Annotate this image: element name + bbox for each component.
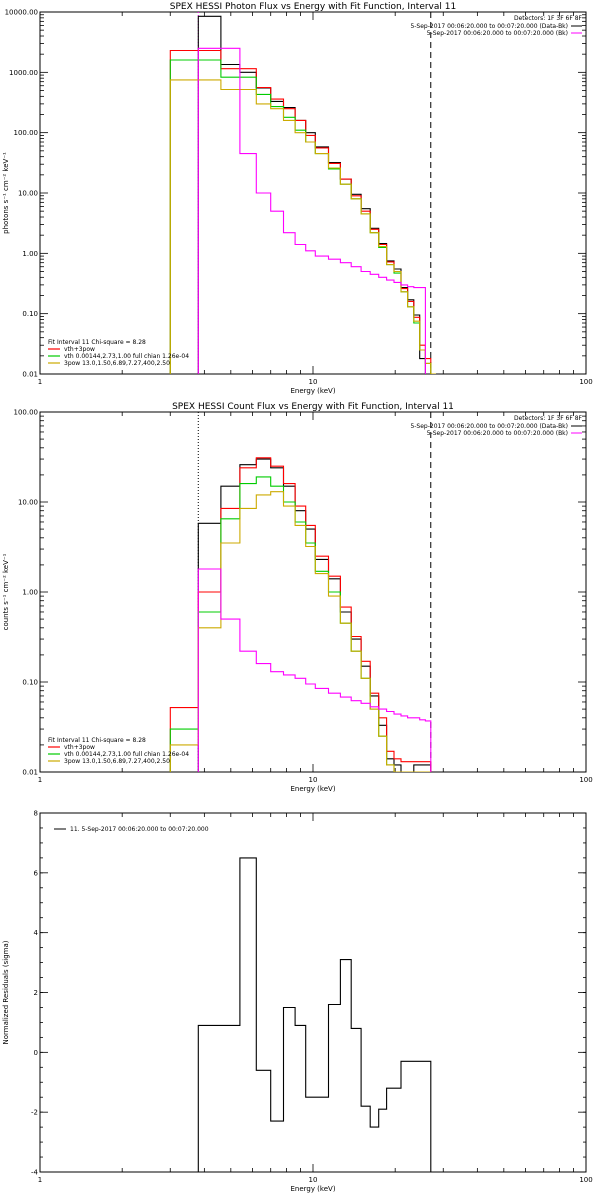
photon-legend-label-0: vth+3pow [64, 346, 95, 353]
photon-y-tick-label: 1000.00 [9, 69, 38, 77]
photon-time-line-0: 5-Sep-2017 00:06:20.000 to 00:07:20.000 … [410, 23, 568, 30]
photon-series-4 [197, 47, 426, 374]
count-ylabel: counts s⁻¹ cm⁻² keV⁻¹ [2, 553, 10, 630]
photon-y-tick-label: 10000.00 [5, 9, 38, 17]
count-x-tick-label: 1 [38, 776, 42, 784]
count-detectors-text: Detectors: 1F 3F 6F 8F [514, 415, 583, 422]
photon-x-tick-label: 10 [309, 378, 318, 386]
resid-x-tick-label: 1 [38, 1176, 42, 1184]
resid-xlabel: Energy (keV) [290, 1185, 335, 1193]
count-y-tick-label: 1.00 [22, 589, 38, 597]
photon-y-tick-label: 10.00 [18, 190, 38, 198]
photon-legend-label-2: 3pow 13.0,1.50,6.89,7.27,400,2.50 [64, 360, 170, 367]
resid-series-0 [197, 857, 432, 1172]
count-series-1 [169, 457, 432, 772]
resid-y-tick-label: 2 [34, 989, 38, 997]
photon-y-tick-label: 1.00 [22, 250, 38, 258]
photon-y-tick-label: 0.10 [22, 310, 38, 318]
photon-series-0 [197, 15, 436, 374]
count-legend-label-1: vth 0.00144,2.73,1.00 full chian 1.26e-0… [64, 751, 189, 758]
count-legend-label-2: 3pow 13.0,1.50,6.89,7.27,400,2.50 [64, 758, 170, 765]
count-series-4 [197, 568, 432, 772]
photon-series-1 [169, 49, 436, 374]
resid-y-tick-label: 0 [34, 1049, 38, 1057]
count-series-2 [169, 476, 431, 772]
resid-y-tick-label: -2 [31, 1109, 38, 1117]
photon-xlabel: Energy (keV) [290, 387, 335, 395]
count-x-tick-label: 100 [579, 776, 592, 784]
count-series-0 [197, 458, 432, 772]
resid-y-tick-label: 4 [34, 929, 39, 937]
resid-y-tick-label: 6 [34, 869, 39, 877]
count-fit-text: Fit Interval 11 Chi-square = 8.28 [48, 737, 146, 744]
photon-x-tick-label: 1 [38, 378, 42, 386]
count-y-tick-label: 10.00 [18, 499, 38, 507]
count-time-line-0: 5-Sep-2017 00:06:20.000 to 00:07:20.000 … [410, 423, 568, 430]
photon-y-tick-label: 0.01 [22, 371, 38, 379]
count-y-tick-label: 0.01 [22, 769, 38, 777]
resid-x-tick-label: 100 [579, 1176, 592, 1184]
resid-legend-label-0: 11. 5-Sep-2017 00:06:20.000 to 00:07:20.… [70, 826, 209, 833]
photon-title: SPEX HESSI Photon Flux vs Energy with Fi… [170, 2, 456, 12]
photon-series-group [169, 15, 436, 374]
resid-plot-frame [39, 812, 587, 1173]
photon-x-tick-label: 100 [579, 378, 592, 386]
photon-fit-text: Fit Interval 11 Chi-square = 8.28 [48, 339, 146, 346]
count-y-tick-label: 100.00 [14, 409, 39, 417]
count-x-tick-label: 10 [309, 776, 318, 784]
photon-detectors-text: Detectors: 1F 3F 6F 8F [514, 15, 583, 22]
resid-y-tick-label: 8 [34, 810, 38, 818]
resid-series-group [197, 857, 432, 1172]
resid-ylabel: Normalized Residuals (sigma) [2, 940, 10, 1044]
count-time-line-1: 5-Sep-2017 00:06:20.000 to 00:07:20.000 … [427, 430, 568, 437]
photon-series-3 [169, 79, 436, 374]
photon-legend-label-1: vth 0.00144,2.73,1.00 full chian 1.26e-0… [64, 353, 189, 360]
count-plot-frame [39, 411, 587, 773]
count-xlabel: Energy (keV) [290, 785, 335, 793]
photon-y-tick-label: 100.00 [14, 129, 39, 137]
count-y-tick-label: 0.10 [22, 679, 38, 687]
photon-series-2 [169, 59, 436, 374]
count-series-3 [169, 491, 431, 772]
count-series-group [169, 457, 432, 772]
photon-ylabel: photons s⁻¹ cm⁻² keV⁻¹ [2, 152, 10, 234]
count-legend-label-0: vth+3pow [64, 744, 95, 751]
resid-y-tick-label: -4 [31, 1169, 39, 1177]
photon-time-line-1: 5-Sep-2017 00:06:20.000 to 00:07:20.000 … [427, 30, 568, 37]
resid-x-tick-label: 10 [309, 1176, 318, 1184]
count-title: SPEX HESSI Count Flux vs Energy with Fit… [172, 402, 454, 412]
photon-plot-frame [39, 11, 587, 375]
